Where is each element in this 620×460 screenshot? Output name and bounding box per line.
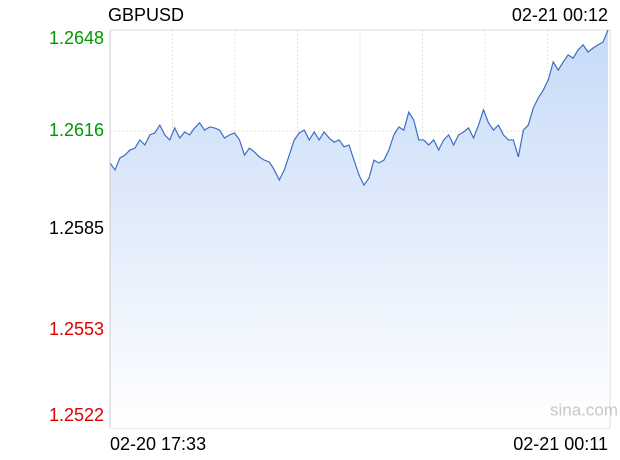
plot-area: [109, 29, 611, 429]
x-tick-label: 02-20 17:33: [110, 434, 206, 454]
y-tick-label: 1.2522: [49, 405, 104, 425]
chart-title: GBPUSD: [108, 5, 184, 25]
y-tick-label: 1.2553: [49, 319, 104, 339]
timestamp: 02-21 00:12: [512, 5, 608, 25]
watermark: sina.com: [550, 400, 618, 419]
y-tick-label: 1.2585: [49, 218, 104, 238]
price-line: [109, 29, 609, 187]
x-tick-label: 02-21 00:11: [513, 434, 608, 454]
y-tick-label: 1.2648: [49, 28, 104, 48]
y-tick-label: 1.2616: [49, 120, 104, 140]
area-fill: [110, 30, 608, 428]
